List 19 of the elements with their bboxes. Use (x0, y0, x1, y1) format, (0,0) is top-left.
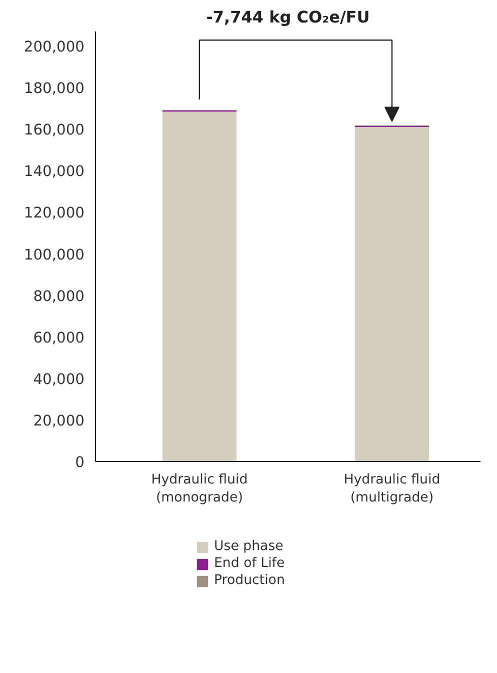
y-tick-label: 100,000 (24, 246, 84, 264)
bar (354, 127, 430, 462)
y-tick-label: 20,000 (33, 412, 85, 430)
x-tick-label: Hydraulic fluid (multigrade) (344, 472, 440, 506)
x-tick-label: Hydraulic fluid (monograde) (151, 472, 248, 506)
y-tick-label: 60,000 (33, 329, 85, 346)
legend-label: Production (214, 573, 285, 588)
text: -7,744 kg CO₂e/FU (206, 8, 370, 26)
y-tick-label: 40,000 (33, 370, 85, 388)
y-tick-label: 180,000 (24, 80, 84, 98)
y-tick-label: 160,000 (24, 122, 84, 139)
y-tick-label: 80,000 (33, 288, 85, 305)
y-tick-label: 120,000 (24, 204, 84, 222)
bar (162, 112, 237, 462)
y-tick-label: 140,000 (24, 163, 84, 180)
y-tick-label: 200,000 (24, 38, 84, 56)
legend-label: End of Life (214, 556, 285, 571)
legend-label: Use phase (214, 539, 284, 554)
y-tick-label: 0 (75, 454, 85, 471)
